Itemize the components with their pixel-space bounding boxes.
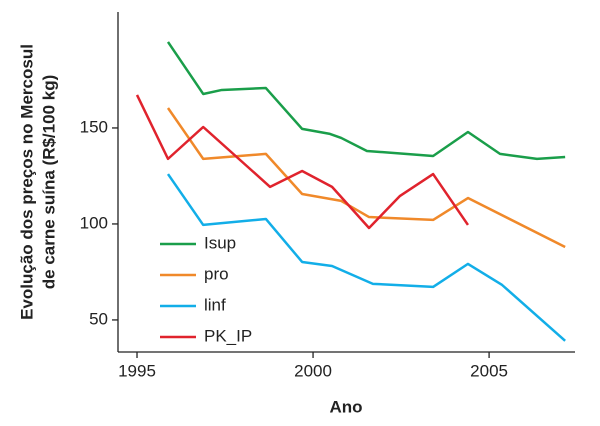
legend-label: linf [204, 295, 226, 314]
series-line [135, 94, 469, 230]
series-line [166, 107, 566, 249]
y-tick-label: 100 [80, 213, 108, 232]
legend-label: PK_IP [204, 326, 252, 345]
y-tick-label: 150 [80, 117, 108, 136]
legend-label: Isup [204, 233, 236, 252]
legend-label: pro [204, 264, 229, 283]
series-line [166, 41, 566, 161]
x-tick-label: 2005 [470, 361, 508, 380]
y-axis-label-line: de carne suína (R$/100 kg) [39, 75, 58, 289]
x-tick-label: 2000 [294, 361, 332, 380]
y-tick-label: 50 [89, 309, 108, 328]
x-tick-label: 1995 [118, 361, 156, 380]
y-axis-label-line: Evolução dos preços no Mercosul [17, 44, 36, 320]
series-line [166, 173, 566, 342]
x-axis-label: Ano [329, 397, 362, 416]
y-axis-label: Evolução dos preços no Mercosul de carne… [17, 44, 58, 320]
